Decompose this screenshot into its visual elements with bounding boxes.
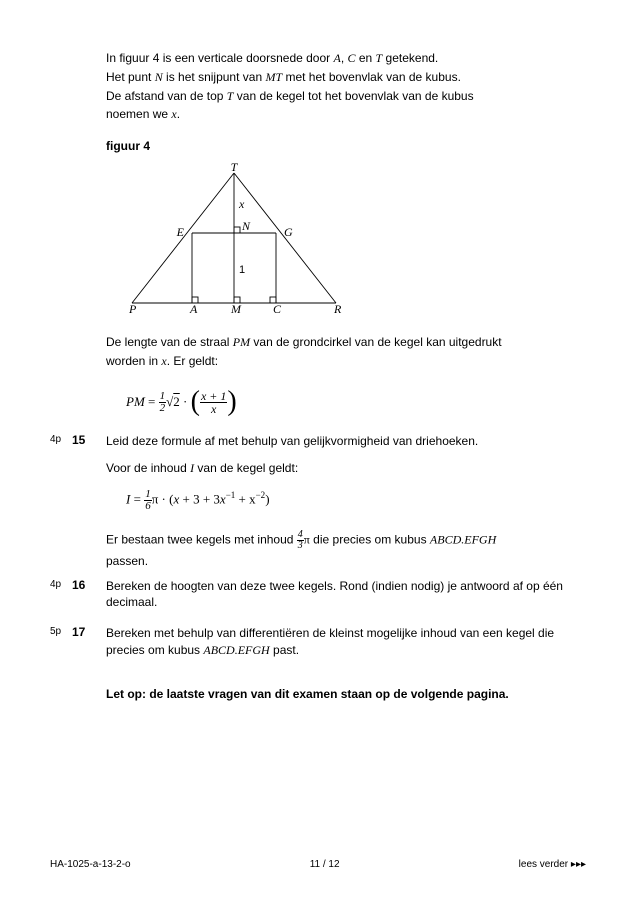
svg-text:E: E xyxy=(176,225,185,239)
question-number: 17 xyxy=(72,625,106,659)
svg-text:T: T xyxy=(231,163,239,174)
intro-line-2: Het punt N is het snijpunt van MT met he… xyxy=(106,69,586,86)
svg-text:A: A xyxy=(189,302,198,313)
figure-4: T E N G P A M C R x 1 xyxy=(114,163,586,316)
page-footer: HA-1025-a-13-2-o 11 / 12 lees verder ▸▸▸ xyxy=(50,859,586,870)
formula-pm: PM = 12√2 · (x + 1x) xyxy=(126,382,586,416)
volume-intro: Voor de inhoud I van de kegel geldt: xyxy=(106,460,586,477)
intro-line-3: De afstand van de top T van de kegel tot… xyxy=(106,88,586,105)
question-number: 15 xyxy=(72,433,106,450)
page-content: In figuur 4 is een verticale doorsnede d… xyxy=(50,50,586,415)
question-text: Leid deze formule af met behulp van geli… xyxy=(106,433,586,450)
svg-text:N: N xyxy=(241,219,251,233)
svg-text:P: P xyxy=(128,302,137,313)
footer-right: lees verder ▸▸▸ xyxy=(519,859,586,870)
points-label: 4p xyxy=(50,433,72,450)
svg-text:R: R xyxy=(333,302,342,313)
points-label: 5p xyxy=(50,625,72,659)
exist-line-1: Er bestaan twee kegels met inhoud 43π di… xyxy=(106,530,586,551)
svg-text:G: G xyxy=(284,225,293,239)
intro-line-4: noemen we x. xyxy=(106,106,586,123)
question-text: Bereken de hoogten van deze twee kegels.… xyxy=(106,578,586,612)
after-fig-line-2: worden in x. Er geldt: xyxy=(106,353,586,370)
mid-content: Voor de inhoud I van de kegel geldt: I =… xyxy=(50,460,586,570)
attention-block: Let op: de laatste vragen van dit examen… xyxy=(50,687,586,701)
footer-center: 11 / 12 xyxy=(310,859,340,870)
question-16: 4p 16 Bereken de hoogten van deze twee k… xyxy=(50,578,586,612)
intro-line-1: In figuur 4 is een verticale doorsnede d… xyxy=(106,50,586,67)
points-label: 4p xyxy=(50,578,72,612)
exist-line-2: passen. xyxy=(106,553,586,570)
question-number: 16 xyxy=(72,578,106,612)
question-15: 4p 15 Leid deze formule af met behulp va… xyxy=(50,433,586,450)
question-text: Bereken met behulp van differentiëren de… xyxy=(106,625,586,659)
footer-left: HA-1025-a-13-2-o xyxy=(50,859,131,870)
after-fig-line-1: De lengte van de straal PM van de grondc… xyxy=(106,334,586,351)
svg-text:x: x xyxy=(238,197,245,211)
formula-volume: I = 16π · (x + 3 + 3x−1 + x−2) xyxy=(126,489,586,512)
question-17: 5p 17 Bereken met behulp van differentië… xyxy=(50,625,586,659)
svg-text:M: M xyxy=(230,302,242,313)
figure-label: figuur 4 xyxy=(106,139,586,153)
triangle-diagram: T E N G P A M C R x 1 xyxy=(114,163,354,313)
svg-text:1: 1 xyxy=(239,264,245,276)
svg-text:C: C xyxy=(273,302,282,313)
attention-text: Let op: de laatste vragen van dit examen… xyxy=(106,687,586,701)
